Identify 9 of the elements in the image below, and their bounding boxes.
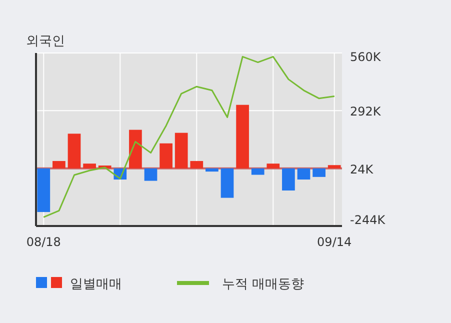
y-tick-label: -244K: [350, 213, 386, 227]
chart-title: 외국인: [26, 34, 65, 49]
y-tick-label: 292K: [350, 104, 382, 119]
legend-label: 누적 매매동향: [222, 277, 304, 292]
y-tick-label: 560K: [350, 50, 382, 64]
x-tick-label: 09/14: [317, 235, 352, 249]
y-tick-label: 24K: [350, 162, 374, 176]
x-tick-label: 08/18: [26, 235, 61, 249]
legend-label: 일별매매: [70, 277, 122, 292]
